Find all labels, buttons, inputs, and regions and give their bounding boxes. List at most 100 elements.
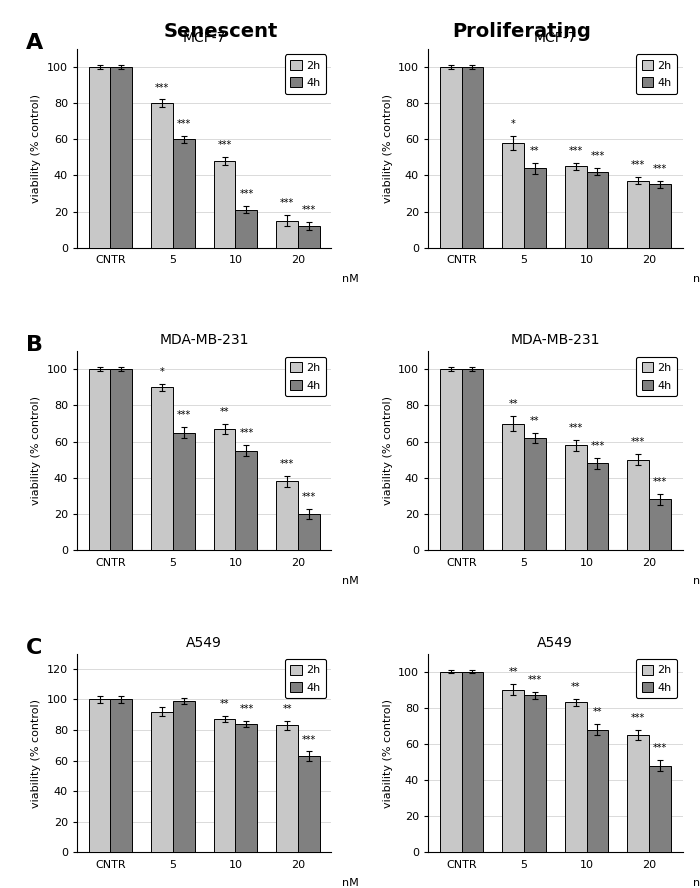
Bar <box>649 499 671 551</box>
Text: ***: *** <box>631 712 645 723</box>
Title: A549: A549 <box>186 636 222 650</box>
Bar <box>89 369 111 551</box>
Text: ***: *** <box>280 198 294 209</box>
Text: **: ** <box>593 707 602 718</box>
Y-axis label: viability (% control): viability (% control) <box>382 94 393 202</box>
Text: ***: *** <box>631 160 645 170</box>
Text: ***: *** <box>631 437 645 448</box>
Bar <box>565 445 587 551</box>
Text: **: ** <box>508 400 518 409</box>
Bar <box>649 765 671 852</box>
Text: A: A <box>26 33 43 53</box>
Text: B: B <box>26 336 43 355</box>
Title: MDA-MB-231: MDA-MB-231 <box>160 333 249 347</box>
Bar <box>235 724 258 852</box>
Bar <box>502 143 524 248</box>
Text: **: ** <box>220 700 230 710</box>
Text: nM: nM <box>342 274 358 283</box>
Bar <box>440 67 461 248</box>
Text: ***: *** <box>280 459 294 469</box>
Text: nM: nM <box>693 576 700 586</box>
Bar <box>502 690 524 852</box>
Text: C: C <box>26 638 43 658</box>
Text: **: ** <box>282 704 292 714</box>
Bar <box>587 171 608 248</box>
Text: **: ** <box>508 668 518 678</box>
Text: nM: nM <box>342 576 358 586</box>
Bar <box>214 161 235 248</box>
Bar <box>173 432 195 551</box>
Bar <box>276 725 298 852</box>
Text: *: * <box>160 367 164 377</box>
Bar <box>461 67 484 248</box>
Bar <box>214 429 235 551</box>
Legend: 2h, 4h: 2h, 4h <box>636 659 677 699</box>
Text: **: ** <box>220 407 230 416</box>
Bar <box>524 168 546 248</box>
Y-axis label: viability (% control): viability (% control) <box>32 699 41 807</box>
Bar <box>173 139 195 248</box>
Y-axis label: viability (% control): viability (% control) <box>32 396 41 505</box>
Bar <box>235 451 258 551</box>
Bar <box>440 369 461 551</box>
Bar <box>587 464 608 551</box>
Bar <box>627 181 649 248</box>
Bar <box>173 701 195 852</box>
Text: **: ** <box>530 146 540 155</box>
Bar <box>151 387 173 551</box>
Text: ***: *** <box>653 164 667 174</box>
Bar <box>235 210 258 248</box>
Text: ***: *** <box>155 83 169 92</box>
Text: nM: nM <box>693 274 700 283</box>
Y-axis label: viability (% control): viability (% control) <box>32 94 41 202</box>
Legend: 2h, 4h: 2h, 4h <box>636 54 677 94</box>
Legend: 2h, 4h: 2h, 4h <box>285 54 326 94</box>
Title: MDA-MB-231: MDA-MB-231 <box>510 333 600 347</box>
Bar <box>214 719 235 852</box>
Bar <box>298 514 320 551</box>
Text: ***: *** <box>653 743 667 753</box>
Text: ***: *** <box>653 477 667 488</box>
Text: ***: *** <box>568 423 582 432</box>
Legend: 2h, 4h: 2h, 4h <box>636 357 677 396</box>
Bar <box>151 711 173 852</box>
Bar <box>565 166 587 248</box>
Text: ***: *** <box>177 410 191 420</box>
Title: A549: A549 <box>538 636 573 650</box>
Text: ***: *** <box>590 151 605 162</box>
Text: ***: *** <box>528 675 542 685</box>
Bar <box>461 369 484 551</box>
Bar <box>298 756 320 852</box>
Text: nM: nM <box>342 878 358 888</box>
Text: **: ** <box>571 682 580 692</box>
Bar <box>111 700 132 852</box>
Bar <box>524 438 546 551</box>
Title: MCF-7: MCF-7 <box>533 31 577 45</box>
Bar <box>111 369 132 551</box>
Text: ***: *** <box>239 189 253 199</box>
Bar <box>587 730 608 852</box>
Bar <box>627 460 649 551</box>
Text: **: ** <box>530 416 540 425</box>
Text: ***: *** <box>568 146 582 155</box>
Bar <box>298 226 320 248</box>
Title: MCF-7: MCF-7 <box>183 31 226 45</box>
Text: ***: *** <box>590 441 605 451</box>
Text: ***: *** <box>302 734 316 744</box>
Legend: 2h, 4h: 2h, 4h <box>285 357 326 396</box>
Text: nM: nM <box>693 878 700 888</box>
Text: ***: *** <box>177 119 191 129</box>
Bar <box>89 700 111 852</box>
Text: *: * <box>511 119 515 129</box>
Text: ***: *** <box>218 140 232 150</box>
Bar <box>649 185 671 248</box>
Bar <box>111 67 132 248</box>
Text: Senescent: Senescent <box>163 22 278 41</box>
Text: ***: *** <box>239 428 253 439</box>
Text: Proliferating: Proliferating <box>452 22 591 41</box>
Bar <box>151 103 173 248</box>
Bar <box>565 702 587 852</box>
Bar <box>627 735 649 852</box>
Bar <box>89 67 111 248</box>
Y-axis label: viability (% control): viability (% control) <box>382 396 393 505</box>
